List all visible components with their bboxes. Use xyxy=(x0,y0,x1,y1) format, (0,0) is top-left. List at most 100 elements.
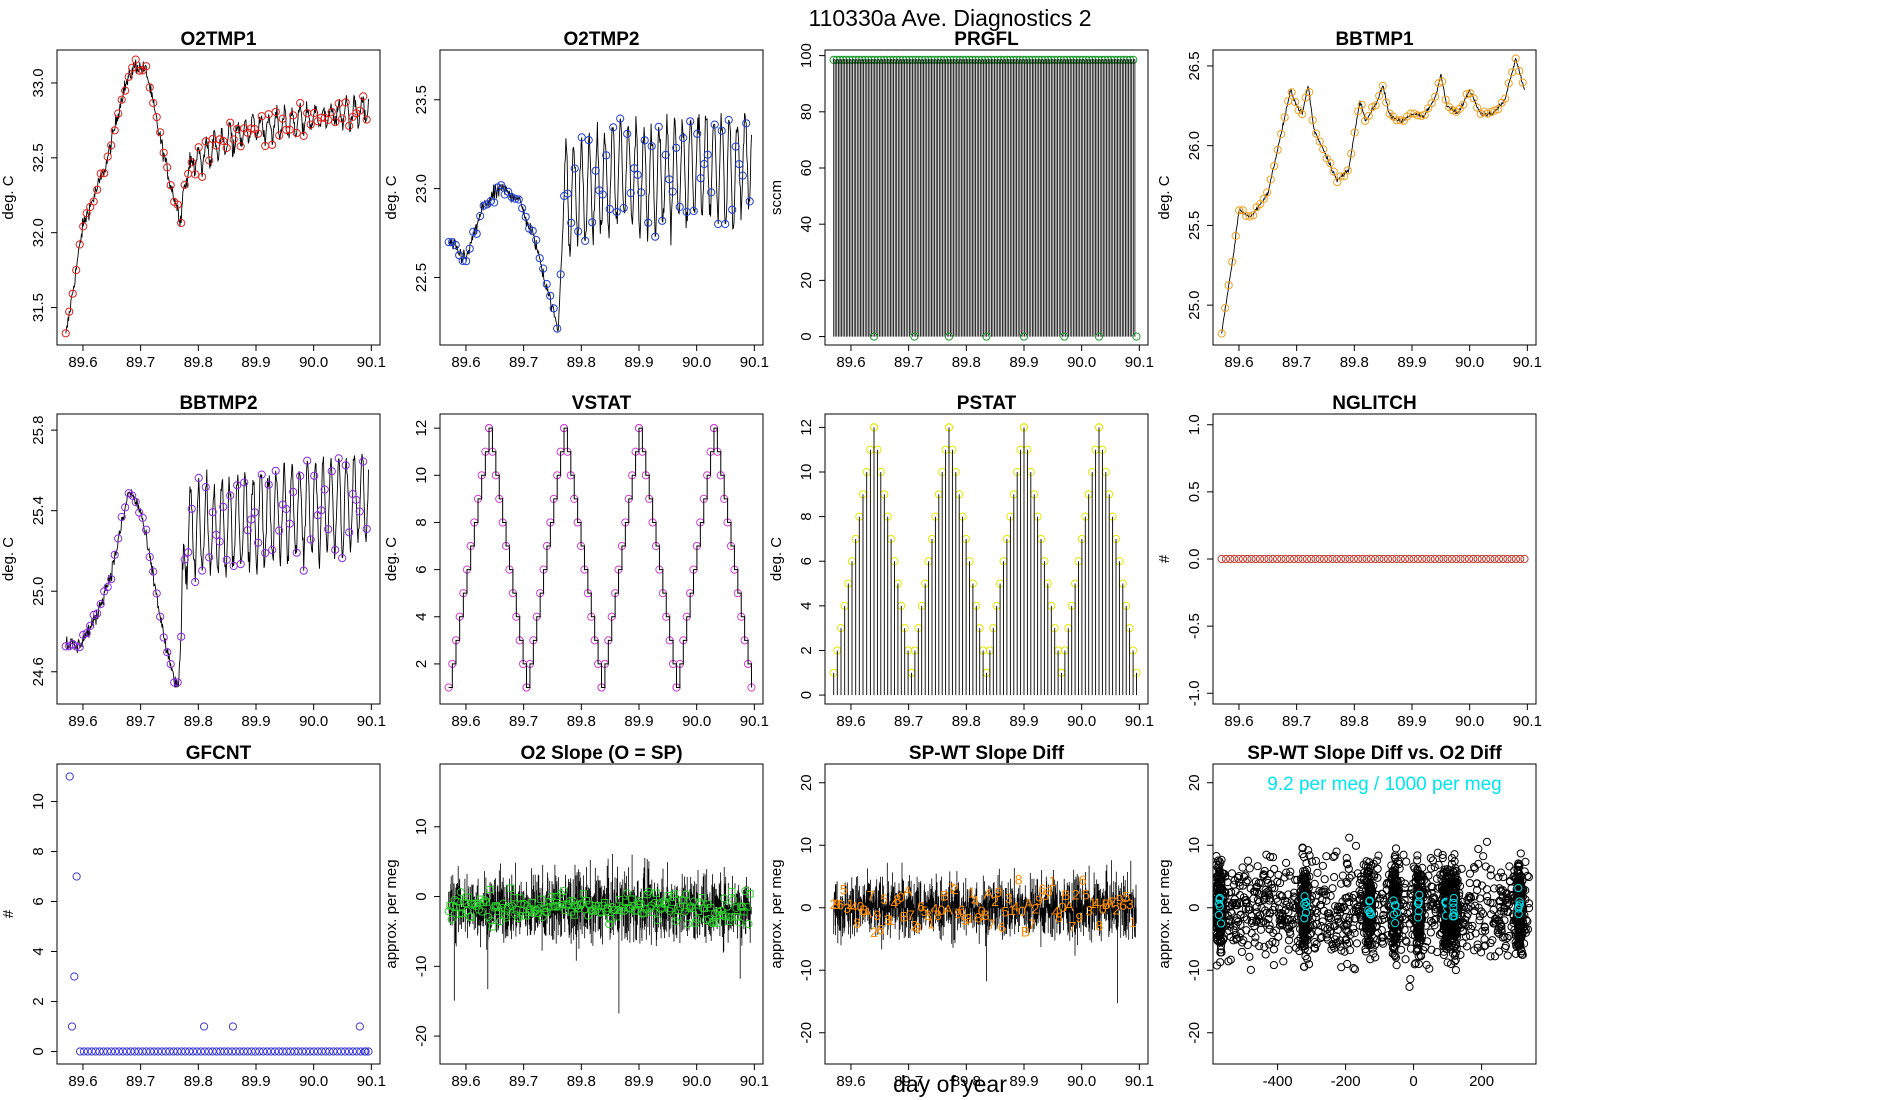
cluster-point xyxy=(1361,947,1371,956)
x-tick-label: 89.9 xyxy=(241,1073,270,1090)
data-point xyxy=(165,1047,174,1056)
cluster-point xyxy=(1393,891,1402,900)
data-point xyxy=(153,1047,163,1056)
x-tick-label: 90.0 xyxy=(682,713,711,730)
data-point xyxy=(707,188,716,197)
data-point xyxy=(170,678,179,687)
data-point xyxy=(340,1047,350,1056)
scatter-point xyxy=(1378,937,1387,946)
scatter-point xyxy=(1252,902,1261,912)
data-point xyxy=(1221,303,1230,313)
cluster-point xyxy=(1217,879,1226,888)
scatter-point xyxy=(1312,939,1321,949)
cluster-point xyxy=(1389,944,1398,953)
data-point xyxy=(588,218,597,227)
scatter-point xyxy=(1400,879,1409,888)
data-point xyxy=(93,185,102,194)
data-point xyxy=(156,612,165,621)
scatter-point xyxy=(1504,900,1514,909)
highlight-point xyxy=(1413,913,1423,922)
data-label: 5 xyxy=(880,891,888,907)
scatter-point xyxy=(1392,961,1401,970)
data-point xyxy=(465,244,474,253)
data-point xyxy=(290,1047,299,1056)
scatter-point xyxy=(1426,916,1436,926)
scatter-point xyxy=(1330,851,1339,860)
data-label: B xyxy=(940,888,949,904)
cluster-point xyxy=(1413,930,1422,939)
cluster-point xyxy=(1363,932,1372,941)
y-tick-label: 40 xyxy=(798,216,815,233)
scatter-point xyxy=(1235,881,1244,890)
data-point xyxy=(553,901,562,910)
scatter-point xyxy=(1340,947,1349,956)
data-point xyxy=(282,1047,291,1056)
cluster-point xyxy=(1514,928,1523,937)
data-point xyxy=(1435,554,1444,564)
data-point xyxy=(161,1047,170,1056)
data-point xyxy=(526,905,535,915)
cluster-point xyxy=(1366,955,1375,964)
cluster-point xyxy=(1411,959,1420,968)
data-point xyxy=(444,907,453,916)
data-point xyxy=(532,235,541,245)
data-point xyxy=(1405,554,1414,564)
data-point xyxy=(274,1047,283,1056)
data-point xyxy=(226,118,235,127)
data-point xyxy=(1272,554,1282,564)
data-point xyxy=(562,901,571,910)
scatter-point xyxy=(1233,873,1243,882)
data-point xyxy=(1469,94,1478,103)
data-point xyxy=(198,172,207,181)
series-line xyxy=(1221,57,1525,334)
x-tick-label: 90.0 xyxy=(1455,354,1484,371)
y-tick-label: 8 xyxy=(413,518,430,526)
data-point xyxy=(103,152,112,161)
data-point xyxy=(352,495,361,504)
scatter-point xyxy=(1383,878,1392,888)
y-tick-label: 12 xyxy=(798,419,815,436)
cluster-point xyxy=(1452,867,1461,876)
y-tick-label: 6 xyxy=(798,557,815,565)
y-tick-label: 26.0 xyxy=(1186,131,1203,160)
data-point xyxy=(651,232,660,241)
scatter-point xyxy=(1375,894,1385,903)
data-point xyxy=(1417,111,1426,121)
data-point xyxy=(738,171,747,180)
data-point xyxy=(1503,554,1512,564)
cluster-point xyxy=(1391,844,1401,853)
data-label: B xyxy=(1061,887,1070,903)
scatter-point xyxy=(1229,880,1239,889)
scatter-point xyxy=(1245,864,1254,873)
scatter-point xyxy=(1483,896,1492,906)
data-point xyxy=(1268,554,1277,564)
data-point xyxy=(559,886,568,896)
data-point xyxy=(236,142,245,151)
scatter-point xyxy=(1486,871,1495,880)
scatter-point xyxy=(1342,853,1351,863)
scatter-point xyxy=(1265,896,1274,905)
data-point xyxy=(1217,329,1226,338)
data-point xyxy=(1245,212,1254,221)
data-point xyxy=(185,1047,194,1056)
scatter-point xyxy=(1349,907,1358,916)
y-axis-label: deg. C xyxy=(383,537,400,581)
scatter-point xyxy=(1479,852,1488,861)
data-point xyxy=(1263,188,1272,197)
cluster-point xyxy=(1416,951,1425,960)
cluster-point xyxy=(1214,925,1223,934)
data-point xyxy=(306,535,315,544)
data-point xyxy=(250,508,259,517)
data-point xyxy=(61,642,70,651)
highlight-point xyxy=(1365,896,1374,905)
data-label: B xyxy=(1021,924,1030,940)
data-point xyxy=(735,918,744,927)
data-point xyxy=(1494,105,1503,114)
data-point xyxy=(219,136,228,145)
data-point xyxy=(1422,554,1431,564)
data-point xyxy=(1487,107,1496,117)
data-point xyxy=(563,189,572,198)
cluster-point xyxy=(1299,884,1308,893)
data-point xyxy=(205,156,214,165)
data-point xyxy=(1490,554,1499,564)
